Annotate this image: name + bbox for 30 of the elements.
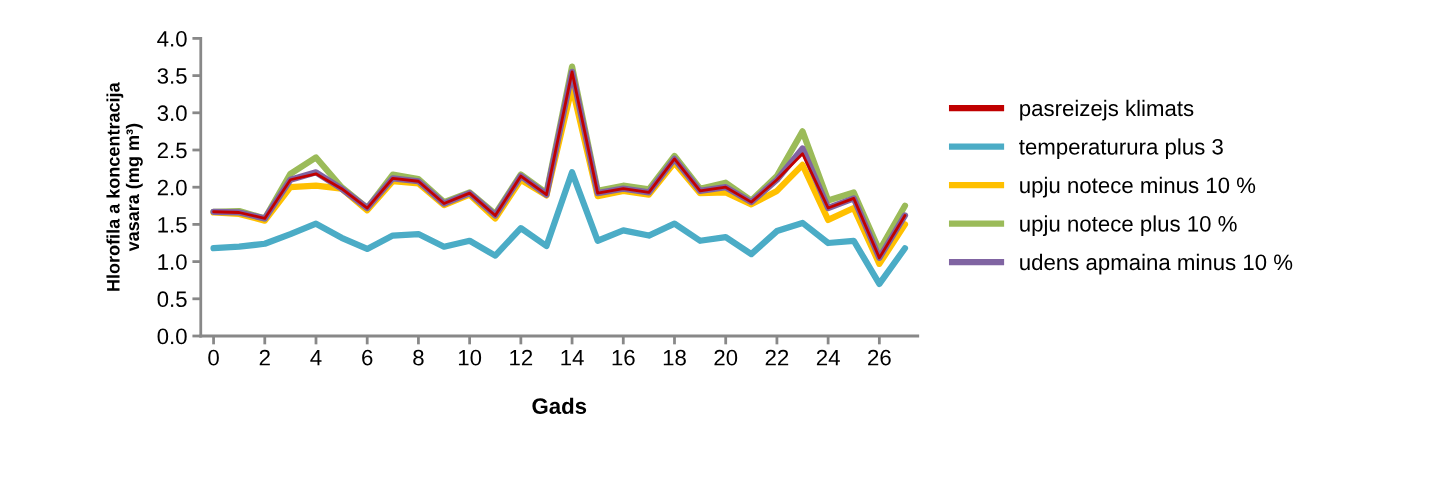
legend-label: temperaturura plus 3 bbox=[1019, 138, 1223, 160]
y-tick-label: 0.5 bbox=[157, 291, 187, 308]
y-tick-label: 3.0 bbox=[157, 105, 187, 122]
x-tick-label: 26 bbox=[868, 349, 891, 366]
legend-label: upju notece plus 10 % bbox=[1020, 215, 1237, 237]
y-tick-label: 3.5 bbox=[157, 68, 187, 84]
x-tick-label: 2 bbox=[259, 349, 270, 366]
x-tick-label: 12 bbox=[510, 349, 533, 366]
x-tick-label: 4 bbox=[310, 350, 322, 366]
x-tick-label: 8 bbox=[413, 349, 424, 366]
y-tick-label: 2.5 bbox=[157, 142, 187, 159]
y-tick-label: 1.0 bbox=[158, 254, 187, 270]
legend-label: upju notece minus 10 % bbox=[1020, 176, 1256, 198]
y-tick-label: 2.0 bbox=[157, 179, 187, 196]
x-tick-label: 18 bbox=[663, 349, 686, 366]
x-tick-label: 10 bbox=[458, 349, 482, 366]
x-tick-label: 0 bbox=[208, 349, 219, 366]
x-tick-label: 6 bbox=[362, 349, 373, 366]
y-tick-label: 0.0 bbox=[157, 328, 187, 345]
legend-label: pasreizejs klimats bbox=[1020, 99, 1194, 121]
y-tick-label: 1.5 bbox=[158, 217, 187, 233]
y-axis-title: Hlorofila a koncentracija vasara (mg m³) bbox=[106, 82, 143, 291]
x-tick-label: 22 bbox=[765, 349, 789, 366]
x-tick-label: 24 bbox=[816, 349, 840, 366]
x-tick-label: 20 bbox=[714, 349, 738, 366]
x-tick-label: 16 bbox=[612, 349, 635, 366]
y-tick-label: 4.0 bbox=[157, 30, 187, 47]
legend-label: udens apmaina minus 10 % bbox=[1020, 253, 1293, 275]
x-axis-title: Gads bbox=[532, 397, 587, 415]
x-tick-label: 14 bbox=[561, 350, 584, 366]
